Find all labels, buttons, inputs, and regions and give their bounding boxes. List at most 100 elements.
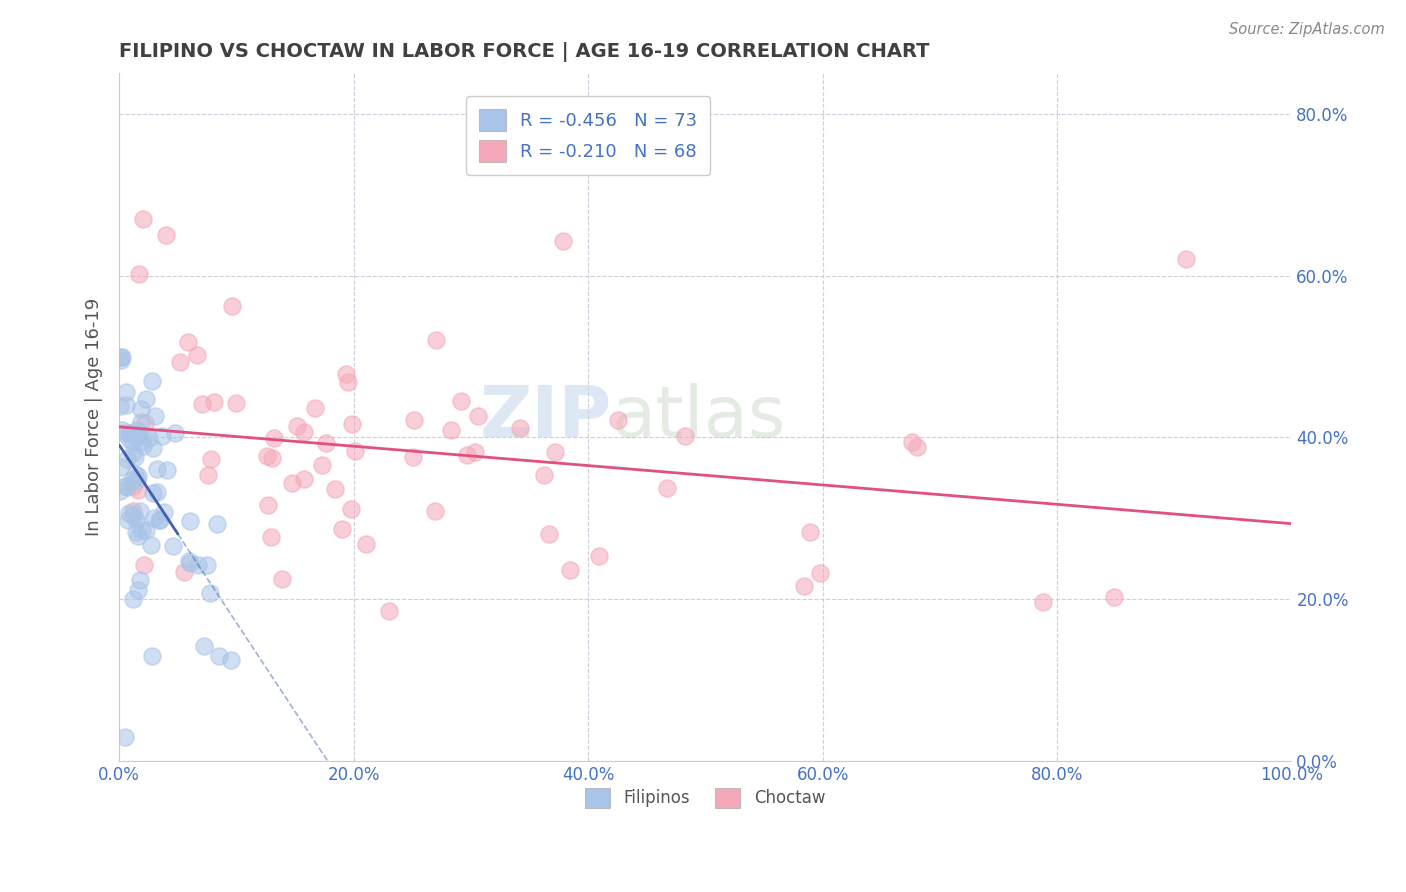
- Point: [551, 234, 574, 248]
- Point: [148, 513, 170, 527]
- Point: [179, 514, 201, 528]
- Point: [127, 529, 149, 543]
- Point: [344, 444, 367, 458]
- Point: [127, 582, 149, 597]
- Point: [134, 416, 156, 430]
- Point: [657, 481, 679, 495]
- Point: [122, 479, 145, 493]
- Point: [799, 524, 821, 539]
- Point: [163, 426, 186, 441]
- Point: [219, 653, 242, 667]
- Point: [142, 486, 165, 500]
- Point: [425, 334, 447, 348]
- Point: [149, 513, 172, 527]
- Point: [260, 530, 283, 544]
- Point: [114, 730, 136, 744]
- Point: [145, 409, 167, 424]
- Point: [142, 441, 165, 455]
- Point: [456, 448, 478, 462]
- Point: [131, 439, 153, 453]
- Point: [810, 566, 832, 581]
- Point: [221, 299, 243, 313]
- Point: [124, 450, 146, 464]
- Point: [115, 480, 138, 494]
- Point: [127, 468, 149, 483]
- Point: [900, 434, 922, 449]
- Point: [156, 463, 179, 477]
- Point: [311, 458, 333, 472]
- Point: [200, 452, 222, 467]
- Point: [377, 604, 399, 618]
- Point: [110, 399, 132, 413]
- Point: [1032, 594, 1054, 608]
- Point: [134, 428, 156, 442]
- Point: [533, 467, 555, 482]
- Point: [193, 639, 215, 653]
- Point: [129, 401, 152, 416]
- Point: [124, 426, 146, 441]
- Text: Source: ZipAtlas.com: Source: ZipAtlas.com: [1229, 22, 1385, 37]
- Point: [340, 501, 363, 516]
- Point: [112, 425, 135, 440]
- Point: [115, 385, 138, 400]
- Point: [197, 467, 219, 482]
- Point: [356, 537, 378, 551]
- Point: [118, 425, 141, 440]
- Point: [177, 553, 200, 567]
- Point: [292, 472, 315, 486]
- Point: [141, 648, 163, 663]
- Point: [402, 450, 425, 465]
- Point: [117, 513, 139, 527]
- Point: [304, 401, 326, 416]
- Point: [129, 435, 152, 450]
- Point: [606, 413, 628, 427]
- Point: [118, 506, 141, 520]
- Point: [315, 436, 337, 450]
- Point: [127, 483, 149, 498]
- Point: [271, 572, 294, 586]
- Point: [146, 484, 169, 499]
- Point: [335, 367, 357, 381]
- Point: [120, 425, 142, 440]
- Point: [129, 415, 152, 429]
- Point: [141, 375, 163, 389]
- Point: [281, 475, 304, 490]
- Point: [124, 524, 146, 539]
- Point: [195, 558, 218, 572]
- Point: [464, 444, 486, 458]
- Text: FILIPINO VS CHOCTAW IN LABOR FORCE | AGE 16-19 CORRELATION CHART: FILIPINO VS CHOCTAW IN LABOR FORCE | AGE…: [120, 42, 929, 62]
- Point: [145, 462, 167, 476]
- Point: [125, 423, 148, 437]
- Point: [173, 566, 195, 580]
- Point: [122, 503, 145, 517]
- Point: [135, 392, 157, 406]
- Point: [1102, 591, 1125, 605]
- Point: [110, 350, 132, 364]
- Point: [225, 395, 247, 409]
- Point: [588, 549, 610, 563]
- Legend: Filipinos, Choctaw: Filipinos, Choctaw: [579, 781, 832, 814]
- Point: [131, 523, 153, 537]
- Point: [152, 505, 174, 519]
- Point: [132, 558, 155, 572]
- Point: [325, 482, 347, 496]
- Point: [256, 449, 278, 463]
- Point: [115, 398, 138, 412]
- Point: [115, 452, 138, 467]
- Point: [292, 425, 315, 440]
- Point: [793, 579, 815, 593]
- Point: [121, 434, 143, 449]
- Point: [342, 417, 364, 432]
- Point: [128, 504, 150, 518]
- Point: [191, 397, 214, 411]
- Point: [125, 473, 148, 487]
- Point: [404, 412, 426, 426]
- Point: [155, 228, 177, 243]
- Point: [162, 539, 184, 553]
- Point: [122, 508, 145, 522]
- Point: [905, 440, 928, 454]
- Point: [177, 335, 200, 350]
- Point: [135, 523, 157, 537]
- Point: [544, 445, 567, 459]
- Point: [263, 431, 285, 445]
